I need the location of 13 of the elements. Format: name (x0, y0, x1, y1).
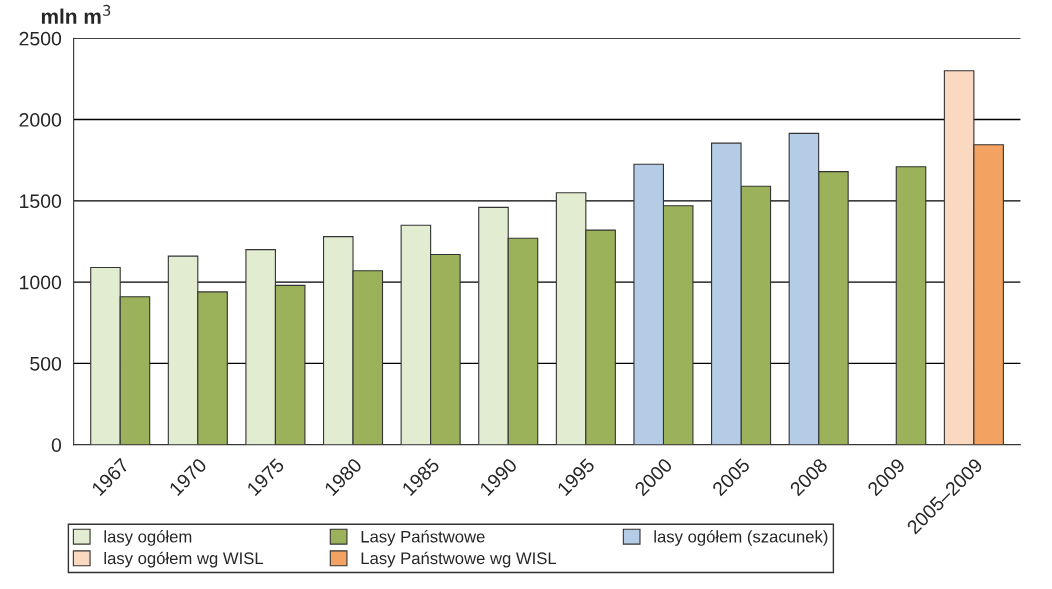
y-tick-label: 1000 (20, 275, 62, 290)
bar (895, 166, 927, 445)
legend-label: lasy ogółem wg WISL (104, 551, 264, 568)
y-tick-label: 1500 (20, 194, 62, 209)
legend-label: lasy ogółem (104, 530, 192, 546)
legend-label: lasy ogółem (szacunek) (654, 530, 828, 546)
y-tick-label: 2000 (19, 113, 62, 127)
legend-label: Lasy Państwowe (361, 530, 485, 546)
legend-label: Lasy Państwowe wg WISL (361, 551, 557, 568)
y-tick-label: 0 (51, 438, 62, 452)
y-axis-title: mln m$^{3}$ (41, 4, 111, 24)
y-tick-label: 500 (30, 356, 62, 371)
y-tick-label: 2500 (19, 31, 62, 46)
